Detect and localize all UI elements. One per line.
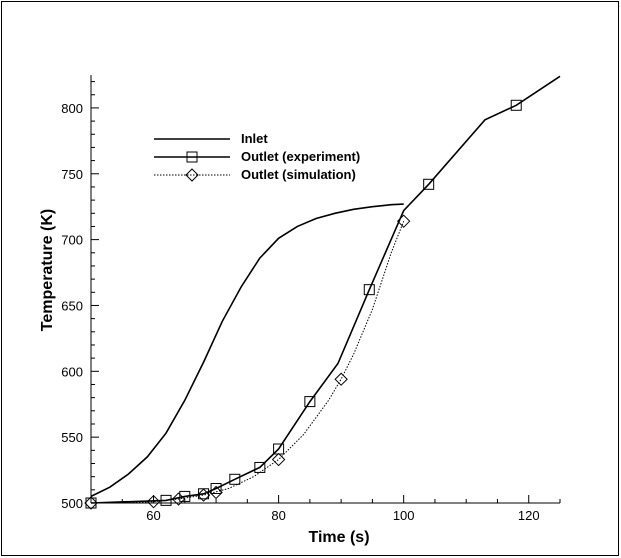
data-point-marker	[210, 483, 222, 495]
y-tick-label: 700	[61, 233, 83, 248]
y-tick-label: 650	[61, 298, 83, 313]
data-point-marker	[171, 492, 186, 506]
legend-label: Outlet (experiment)	[241, 149, 360, 164]
series-line	[91, 221, 405, 504]
series-line	[90, 75, 561, 504]
legend-marker	[185, 168, 199, 182]
y-axis-title: Temperature (K)	[39, 209, 56, 331]
legend-label: Outlet (simulation)	[241, 167, 356, 182]
data-point-marker	[396, 214, 411, 228]
series-line	[90, 203, 404, 498]
legend-entry: Outlet (experiment)	[154, 149, 360, 164]
legend-label: Inlet	[241, 131, 268, 146]
series-layer	[84, 75, 561, 510]
legend-entry: Inlet	[154, 131, 268, 146]
legend-marker	[186, 151, 198, 163]
data-point-marker	[85, 497, 97, 509]
data-point-marker	[271, 452, 286, 467]
x-axis-title: Time (s)	[308, 529, 369, 546]
data-point-marker	[304, 396, 316, 408]
series-1	[90, 203, 404, 498]
legend-entry: Outlet (simulation)	[154, 167, 356, 182]
data-point-marker	[179, 490, 191, 502]
y-tick-label: 800	[61, 101, 83, 116]
data-point-marker	[423, 178, 435, 190]
axes: 60 80 100 120 500 550 600 650 700 750 800	[61, 75, 561, 523]
y-tick-label: 600	[61, 364, 83, 379]
x-tick-label: 120	[518, 508, 540, 523]
y-tick-label: 550	[61, 430, 83, 445]
series-3	[84, 214, 411, 510]
data-point-marker	[334, 372, 348, 386]
data-point-marker	[363, 284, 375, 296]
y-tick-label: 750	[61, 167, 83, 182]
x-tick-label: 60	[146, 508, 160, 523]
data-point-marker	[160, 494, 172, 506]
data-point-marker	[196, 488, 211, 502]
data-point-marker	[146, 494, 161, 509]
data-point-marker	[209, 485, 223, 500]
legend: Inlet Outlet (experiment) Outlet (simulati…	[154, 131, 360, 182]
x-tick-label: 100	[393, 508, 415, 523]
y-tick-label: 500	[61, 496, 83, 511]
data-point-marker	[84, 496, 98, 510]
x-tick-label: 80	[271, 508, 285, 523]
data-point-marker	[229, 473, 241, 485]
data-point-marker	[510, 99, 522, 111]
